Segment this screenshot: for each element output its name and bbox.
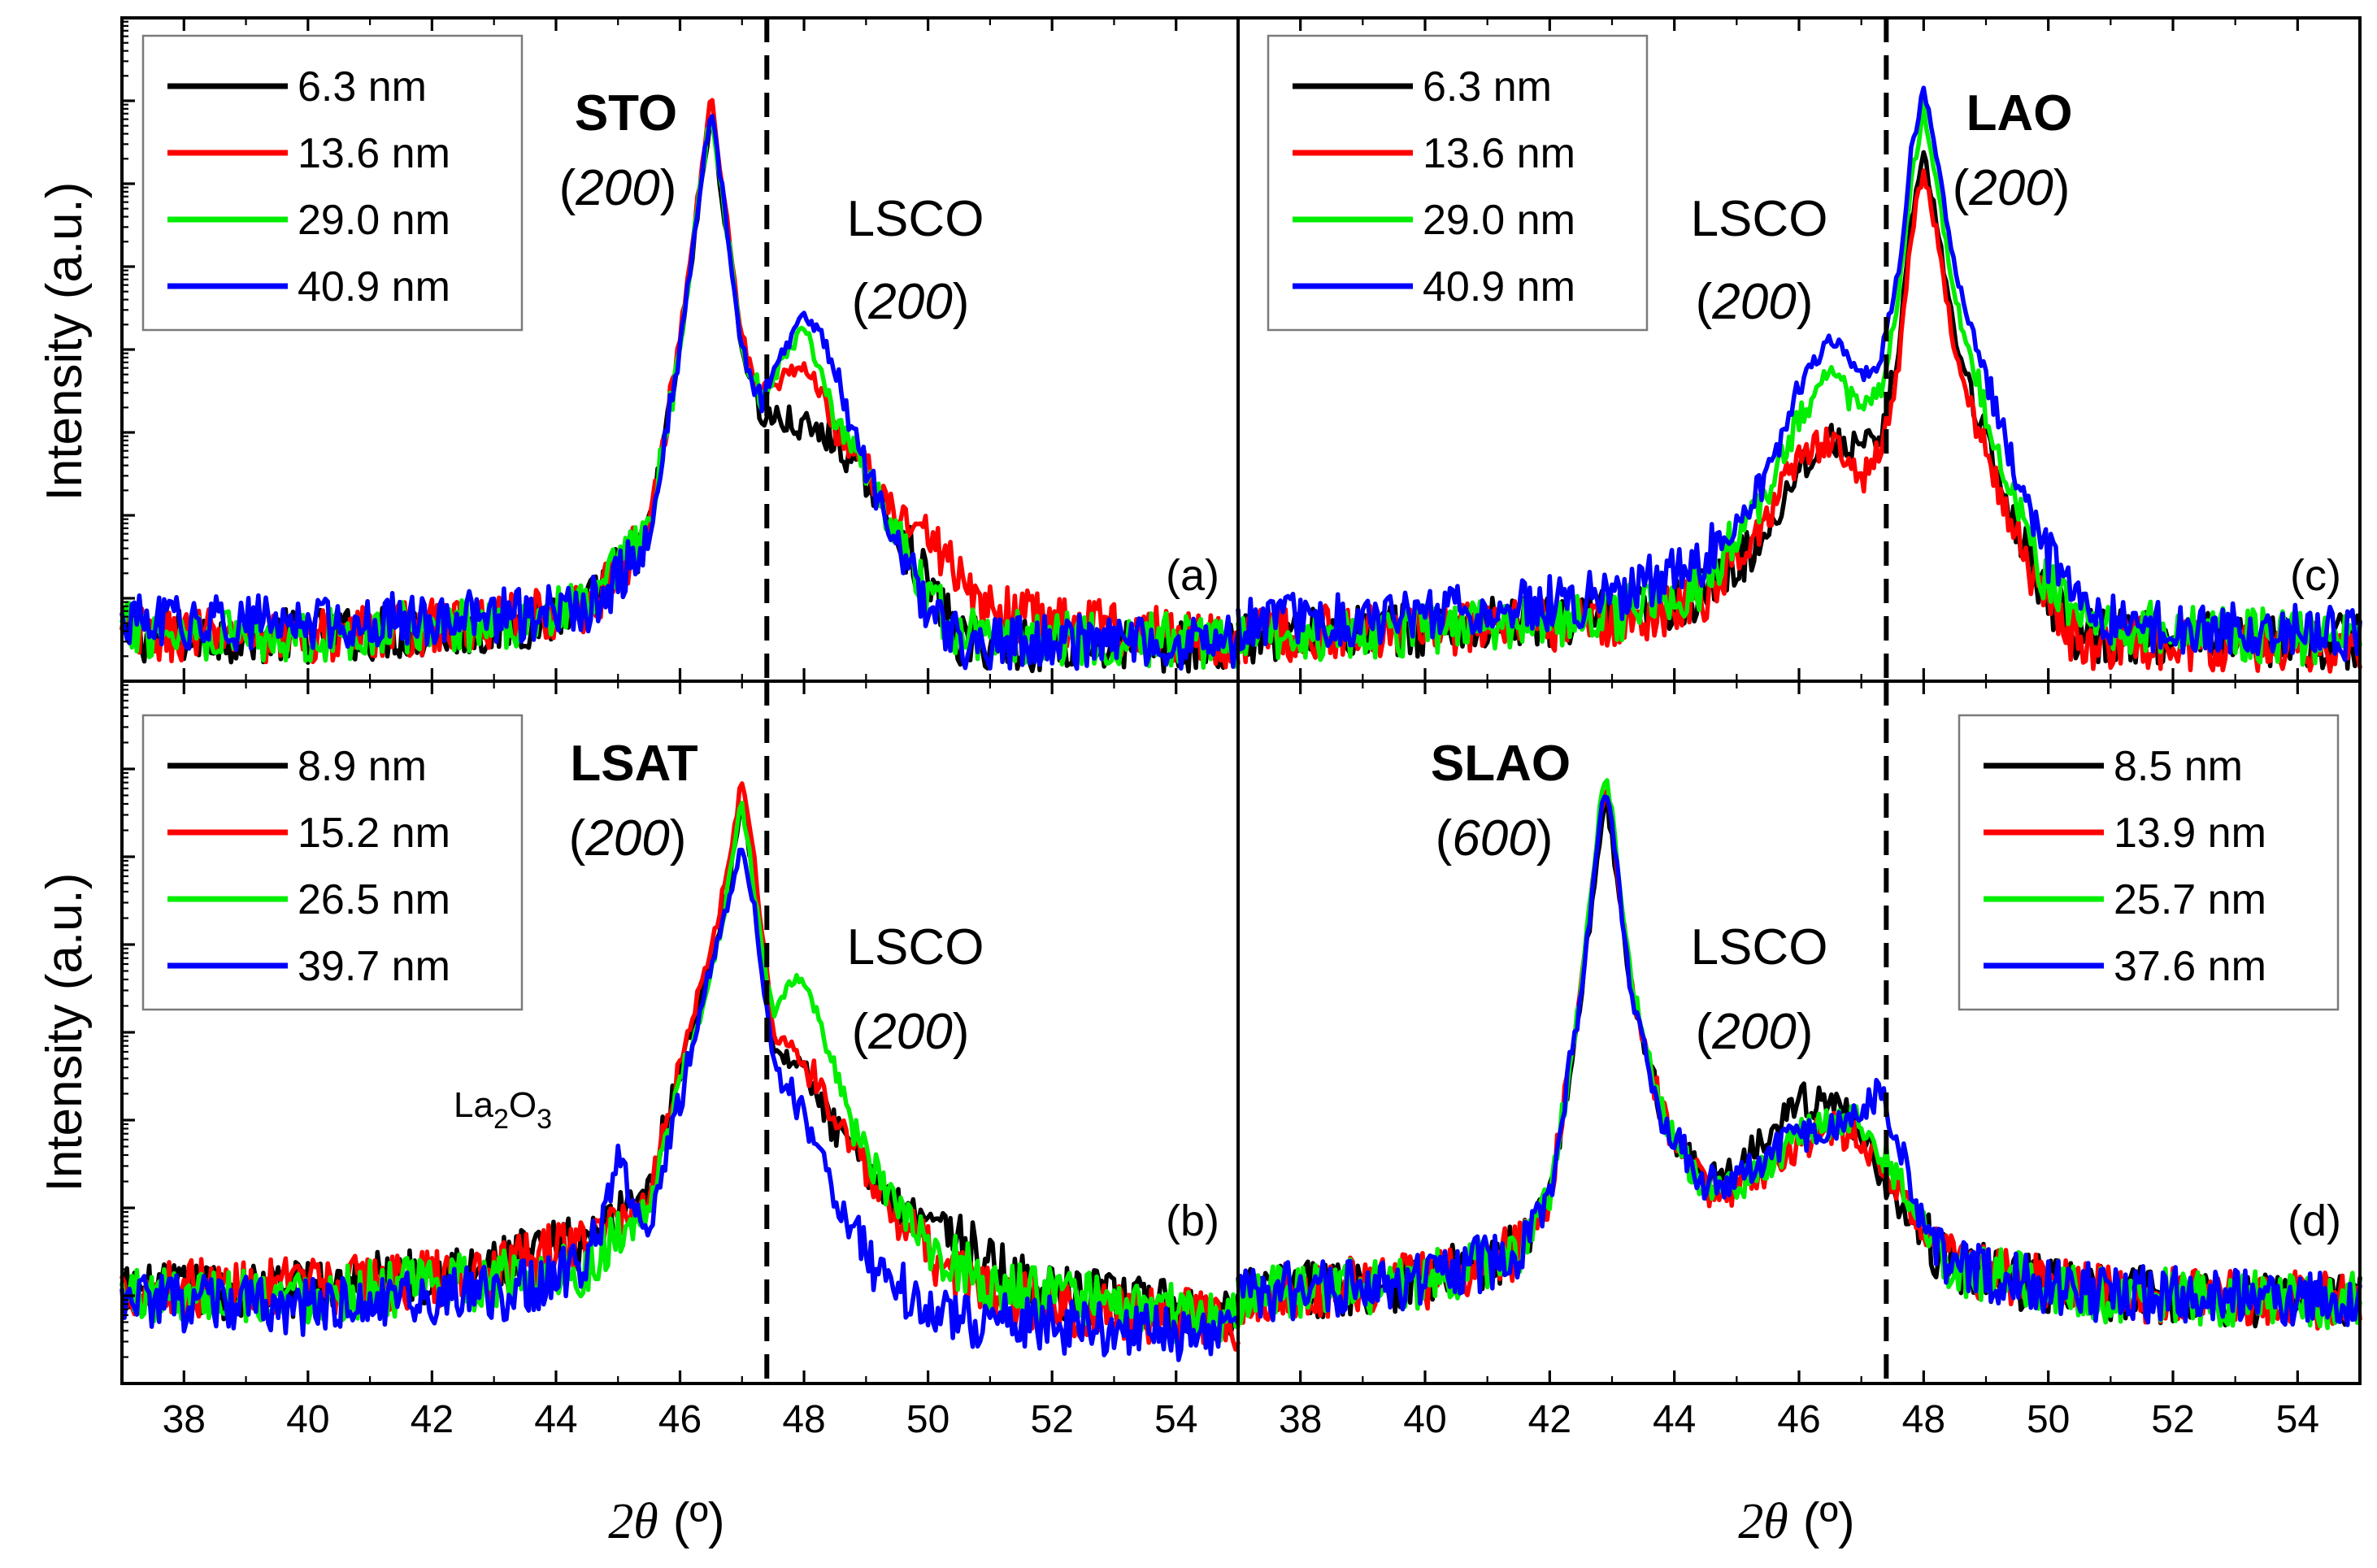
- panel-a-legend-label-4: 40.9 nm: [298, 263, 450, 311]
- panel-b-series-3-line: [120, 801, 1241, 1344]
- panel-c-film-index: 200: [1711, 274, 1796, 330]
- panel-d-substrate-index: 600: [1452, 810, 1536, 867]
- panel-d-label: (d): [2288, 1197, 2341, 1245]
- panel-b: 8.9 nm 15.2 nm 26.5 nm 39.7 nm LSAT (200…: [120, 680, 1241, 1385]
- panel-d-ticks: [1236, 681, 2362, 1383]
- panel-a-label: (a): [1166, 551, 1219, 600]
- y-axis-title-bottom: Intensity (a.u.): [37, 873, 93, 1192]
- panel-a-substrate-index: 200: [575, 160, 659, 216]
- panel-d-substrate-index-group: (600): [1436, 810, 1554, 867]
- x-axis-title-right-unit: (º): [1803, 1493, 1855, 1549]
- panel-b-film-index: 200: [867, 1004, 952, 1060]
- panel-d: 8.5 nm 13.9 nm 25.7 nm 37.6 nm SLAO (600…: [1236, 680, 2362, 1385]
- x-tick-label: 50: [906, 1398, 949, 1441]
- x-tick-label: 44: [1653, 1398, 1696, 1441]
- x-tick-label: 38: [163, 1398, 206, 1441]
- panel-b-extra-peak-label: La2O3: [454, 1085, 552, 1135]
- panel-c-label: (c): [2290, 551, 2341, 600]
- x-tick-label: 54: [2276, 1398, 2319, 1441]
- panel-b-film-name: LSCO: [847, 919, 984, 975]
- panel-d-series-4-line: [1236, 794, 2362, 1327]
- panel-c-film-name: LSCO: [1691, 191, 1828, 247]
- panel-d-legend-label-1: 8.5 nm: [2114, 743, 2243, 790]
- panel-c-legend: 6.3 nm 13.6 nm 29.0 nm 40.9 nm: [1267, 34, 1649, 332]
- x-axis-title-right-symbol: 2θ: [1738, 1494, 1788, 1549]
- panel-b-legend-label-4: 39.7 nm: [298, 943, 450, 990]
- panel-d-legend-label-2: 13.9 nm: [2114, 810, 2266, 857]
- panel-c-curves: [1236, 85, 2362, 674]
- panel-d-substrate-name: SLAO: [1431, 736, 1571, 792]
- panel-a-legend-label-1: 6.3 nm: [298, 63, 427, 111]
- panel-c-legend-label-4: 40.9 nm: [1423, 263, 1575, 311]
- panel-c-legend-label-3: 29.0 nm: [1423, 197, 1575, 244]
- panel-b-series-4-line: [120, 847, 1241, 1362]
- panel-a-film-index-group: (200): [852, 274, 970, 330]
- panel-b-legend-label-1: 8.9 nm: [298, 743, 427, 790]
- panel-a-legend-label-3: 29.0 nm: [298, 197, 450, 244]
- panel-a-legend: 6.3 nm 13.6 nm 29.0 nm 40.9 nm: [141, 34, 524, 332]
- x-axis-title-left: 2θ (º): [608, 1493, 724, 1549]
- panel-a: 6.3 nm 13.6 nm 29.0 nm 40.9 nm STO (200)…: [120, 16, 1241, 683]
- x-tick-label: 44: [534, 1398, 577, 1441]
- panel-c-substrate-index-group: (200): [1953, 160, 2071, 216]
- panel-b-label: (b): [1166, 1197, 1219, 1245]
- x-axis-title-left-symbol: 2θ: [608, 1494, 658, 1549]
- panel-c-substrate-name: LAO: [1966, 85, 2073, 141]
- x-tick-label: 48: [1902, 1398, 1945, 1441]
- x-tick-labels-left: 38 40 42 44 46 48 50 52 54: [163, 1398, 1198, 1441]
- panel-d-film-name: LSCO: [1691, 919, 1828, 975]
- panel-d-film-index-group: (200): [1696, 1004, 1814, 1060]
- panel-d-legend-label-4: 37.6 nm: [2114, 943, 2266, 990]
- panel-b-substrate-index: 200: [584, 810, 669, 867]
- panel-d-frame: [1236, 680, 2362, 1385]
- panel-d-film-index: 200: [1711, 1004, 1796, 1060]
- panel-c-legend-label-1: 6.3 nm: [1423, 63, 1552, 111]
- x-tick-label: 42: [1528, 1398, 1571, 1441]
- x-axis-title-left-unit: (º): [673, 1493, 725, 1549]
- x-tick-label: 46: [658, 1398, 702, 1441]
- panel-a-legend-label-2: 13.6 nm: [298, 130, 450, 177]
- x-tick-label: 48: [782, 1398, 825, 1441]
- x-tick-label: 40: [286, 1398, 329, 1441]
- panel-b-curves: [120, 781, 1241, 1362]
- panel-a-substrate-name: STO: [575, 85, 677, 141]
- x-tick-labels-right: 38 40 42 44 46 48 50 52 54: [1279, 1398, 2319, 1441]
- panel-d-curves: [1236, 778, 2362, 1331]
- x-tick-label: 38: [1279, 1398, 1322, 1441]
- panel-a-substrate-index-group: (200): [559, 160, 677, 216]
- panel-b-legend-label-2: 15.2 nm: [298, 810, 450, 857]
- panel-b-extra-peak-sub1: 2: [493, 1104, 509, 1135]
- panel-b-substrate-name: LSAT: [570, 736, 697, 792]
- panel-d-legend-label-3: 25.7 nm: [2114, 876, 2266, 923]
- x-axis-title-right: 2θ (º): [1738, 1493, 1854, 1549]
- x-tick-label: 46: [1777, 1398, 1820, 1441]
- panel-b-extra-peak-base: La: [454, 1085, 493, 1125]
- x-tick-label: 50: [2027, 1398, 2070, 1441]
- panel-c-legend-label-2: 13.6 nm: [1423, 130, 1575, 177]
- panel-b-extra-peak-sub2: 3: [537, 1104, 552, 1135]
- panel-b-extra-peak-mid: O: [509, 1085, 537, 1125]
- x-tick-label: 40: [1403, 1398, 1446, 1441]
- panel-b-film-index-group: (200): [852, 1004, 970, 1060]
- panel-a-curves: [120, 98, 1241, 674]
- panel-b-legend: 8.9 nm 15.2 nm 26.5 nm 39.7 nm: [141, 714, 524, 1011]
- x-tick-label: 52: [2151, 1398, 2194, 1441]
- panel-a-series-4-line: [120, 114, 1241, 671]
- x-tick-label: 54: [1154, 1398, 1197, 1441]
- x-tick-label: 52: [1030, 1398, 1073, 1441]
- panel-a-film-index: 200: [867, 274, 952, 330]
- panel-c-substrate-index: 200: [1968, 160, 2053, 216]
- panel-b-substrate-index-group: (200): [569, 810, 687, 867]
- panel-a-film-name: LSCO: [847, 191, 984, 247]
- y-axis-title-top: Intensity (a.u.): [37, 182, 93, 502]
- panel-b-legend-label-3: 26.5 nm: [298, 876, 450, 923]
- x-tick-label: 42: [411, 1398, 454, 1441]
- panel-c-film-index-group: (200): [1696, 274, 1814, 330]
- panel-d-legend: 8.5 nm 13.9 nm 25.7 nm 37.6 nm: [1958, 714, 2340, 1011]
- panel-c-series-4-line: [1236, 85, 2362, 662]
